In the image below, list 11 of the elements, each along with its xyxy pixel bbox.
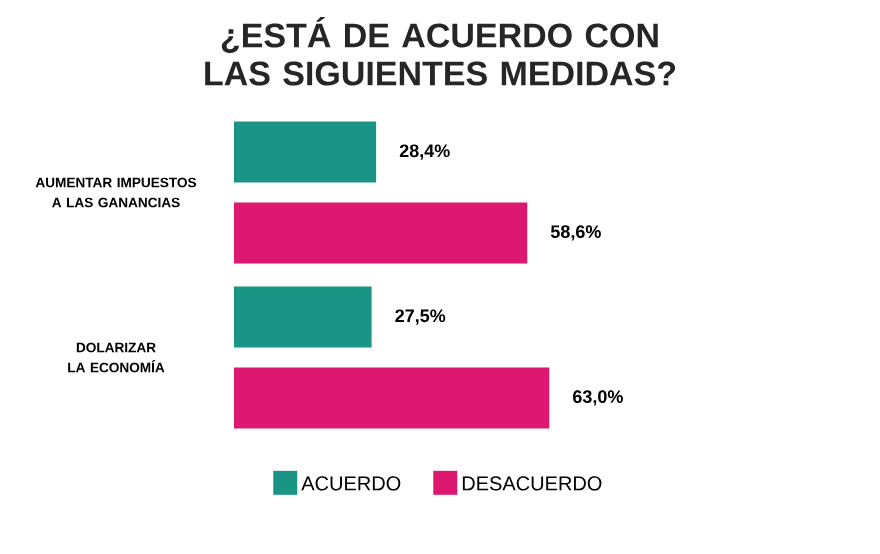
data-label: 27,5% <box>395 309 446 325</box>
bar <box>234 367 550 429</box>
data-label: 58,6% <box>550 225 601 241</box>
bar <box>234 202 528 264</box>
bar <box>234 286 372 348</box>
legend-label: DESACUERDO <box>462 476 602 491</box>
bar <box>234 121 377 183</box>
data-label: 63,0% <box>573 390 623 406</box>
chart-title: ¿ESTÁ DE ACUERDO CON LAS SIGUIENTES MEDIDAS? <box>205 17 676 86</box>
legend-label: ACUERDO <box>301 476 401 491</box>
data-label: 28,4% <box>399 144 450 160</box>
